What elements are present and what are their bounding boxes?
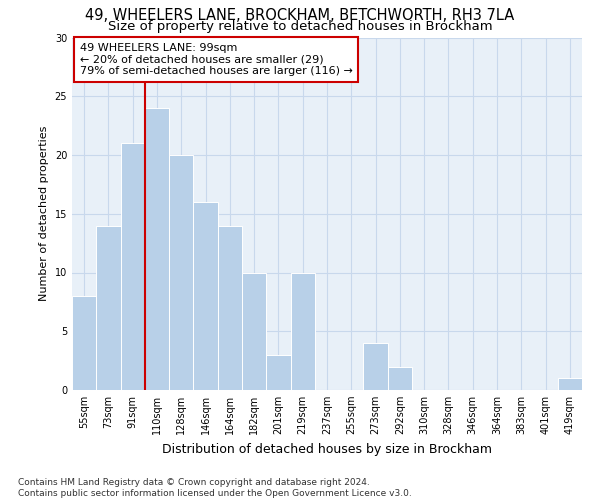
Y-axis label: Number of detached properties: Number of detached properties: [39, 126, 49, 302]
Text: 49 WHEELERS LANE: 99sqm
← 20% of detached houses are smaller (29)
79% of semi-de: 49 WHEELERS LANE: 99sqm ← 20% of detache…: [80, 43, 353, 76]
Bar: [290, 272, 315, 390]
Text: 49, WHEELERS LANE, BROCKHAM, BETCHWORTH, RH3 7LA: 49, WHEELERS LANE, BROCKHAM, BETCHWORTH,…: [85, 8, 515, 22]
Bar: [388, 366, 412, 390]
Bar: [145, 108, 169, 390]
Bar: [558, 378, 582, 390]
Text: Contains HM Land Registry data © Crown copyright and database right 2024.
Contai: Contains HM Land Registry data © Crown c…: [18, 478, 412, 498]
Bar: [96, 226, 121, 390]
X-axis label: Distribution of detached houses by size in Brockham: Distribution of detached houses by size …: [162, 442, 492, 456]
Bar: [72, 296, 96, 390]
Bar: [266, 355, 290, 390]
Text: Size of property relative to detached houses in Brockham: Size of property relative to detached ho…: [107, 20, 493, 33]
Bar: [218, 226, 242, 390]
Bar: [193, 202, 218, 390]
Bar: [169, 155, 193, 390]
Bar: [242, 272, 266, 390]
Bar: [364, 343, 388, 390]
Bar: [121, 143, 145, 390]
